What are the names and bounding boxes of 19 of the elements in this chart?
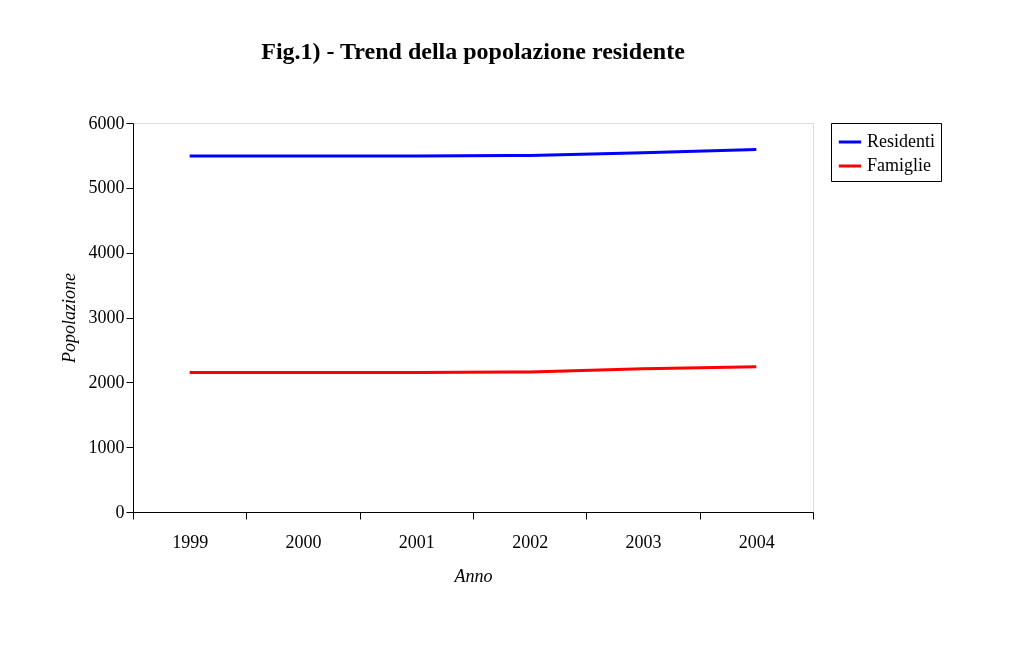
y-axis-title: Popolazione [58,273,79,364]
x-tick-label: 1999 [172,531,209,552]
y-tick-label: 5000 [88,177,125,198]
y-tick-label: 4000 [88,242,125,263]
y-tick-label: 3000 [88,307,125,327]
y-tick-label: 2000 [88,371,125,392]
x-axis-title: Anno [453,565,493,586]
x-tick-label: 2002 [512,531,549,552]
legend-label: Residenti [867,131,935,151]
x-tick-label: 2004 [738,531,775,552]
legend-label: Famiglie [867,155,931,175]
chart-title: Fig.1) - Trend della popolazione residente [261,38,686,64]
line-series [188,148,758,158]
x-tick-label: 2003 [625,531,662,552]
y-tick-label: 1000 [88,436,125,457]
x-tick-label: 2000 [285,531,322,552]
y-tick-label: 6000 [88,112,125,133]
x-tick-label: 2001 [398,531,435,552]
y-tick-label: 0 [115,501,125,522]
